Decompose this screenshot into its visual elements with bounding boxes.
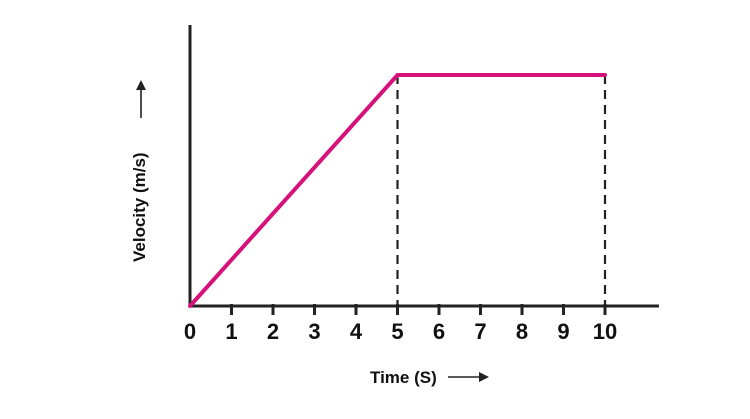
x-tick-label: 2: [267, 319, 279, 344]
x-tick-label: 8: [516, 319, 528, 344]
x-tick-marks: [230, 304, 607, 315]
reference-lines: [396, 75, 607, 306]
y-axis-title: Velocity (m/s): [130, 152, 149, 262]
x-tick-label: 6: [433, 319, 445, 344]
x-axis-title: Time (S): [370, 368, 437, 387]
x-tick-labels: 0 1 2 3 4 5 6 7 8 9 10: [184, 319, 617, 344]
velocity-series-line: [188, 73, 607, 308]
x-axis-arrow-head: [479, 372, 489, 382]
x-tick-label: 3: [308, 319, 320, 344]
x-tick-label: 4: [350, 319, 363, 344]
x-tick-label: 0: [184, 319, 196, 344]
y-axis-arrow-head: [136, 80, 146, 90]
x-tick-label: 9: [557, 319, 569, 344]
x-tick-label: 5: [391, 319, 403, 344]
x-tick-label: 7: [474, 319, 486, 344]
x-tick-label: 1: [225, 319, 237, 344]
x-tick-label: 10: [593, 319, 617, 344]
